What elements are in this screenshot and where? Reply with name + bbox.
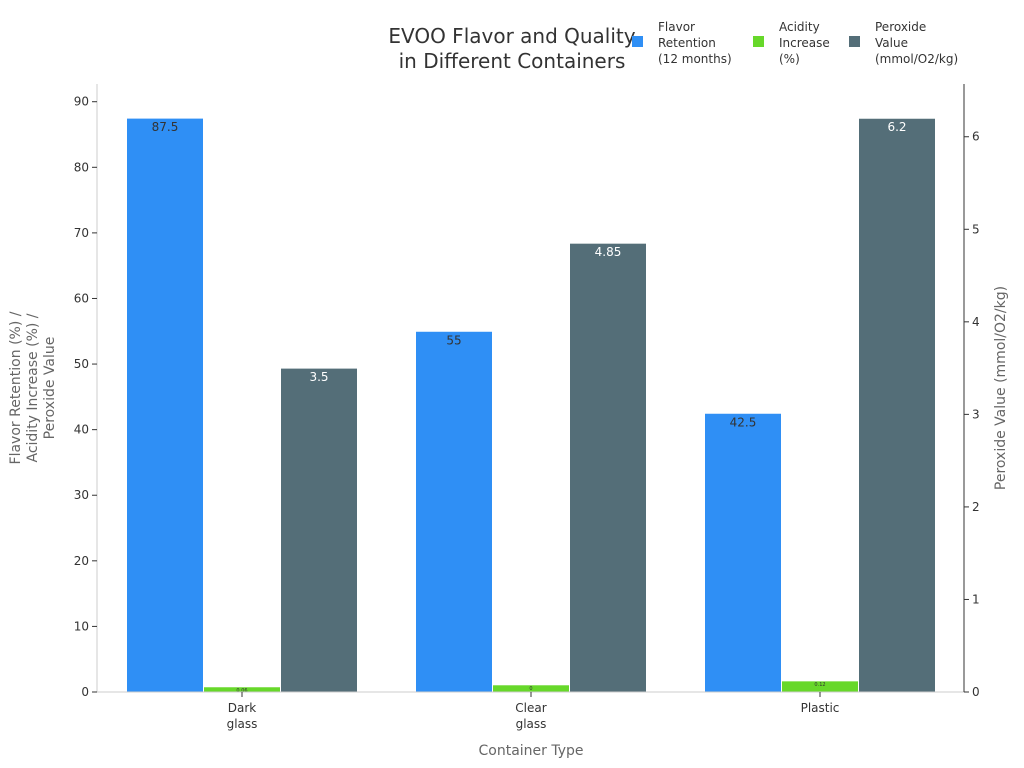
x-tick-label: glass bbox=[227, 717, 258, 731]
legend-swatch bbox=[753, 36, 764, 47]
legend-label: Retention bbox=[658, 36, 716, 50]
left-y-ticks: 0 10 20 30 40 50 60 70 80 90 bbox=[74, 95, 97, 699]
x-tick-label: Clear bbox=[515, 701, 546, 715]
legend: Flavor Retention (12 months) Acidity Increas… bbox=[632, 20, 958, 66]
x-tick-label: glass bbox=[516, 717, 547, 731]
left-y-tick-label: 30 bbox=[74, 488, 89, 502]
legend-label: (%) bbox=[779, 52, 800, 66]
x-axis-label: Container Type bbox=[478, 743, 583, 759]
bar-value-label: 87.5 bbox=[152, 120, 179, 134]
right-y-tick-label: 0 bbox=[972, 685, 980, 699]
chart-title-line-2: in Different Containers bbox=[399, 49, 626, 73]
left-y-tick-label: 20 bbox=[74, 554, 89, 568]
bar-value-label: 55 bbox=[446, 333, 461, 347]
right-y-tick-label: 2 bbox=[972, 500, 980, 514]
right-y-tick-label: 4 bbox=[972, 315, 980, 329]
bar bbox=[126, 117, 204, 693]
left-y-axis-label-line-2: Acidity Increase (%) / bbox=[25, 313, 41, 462]
right-y-axis-label: Peroxide Value (mmol/O2/kg) bbox=[993, 286, 1009, 490]
bar-value-label: 0.06 bbox=[236, 688, 247, 694]
right-y-tick-label: 3 bbox=[972, 407, 980, 421]
left-y-axis-label-line-1: Flavor Retention (%) / bbox=[8, 311, 24, 464]
left-y-tick-label: 0 bbox=[81, 685, 89, 699]
bars bbox=[126, 117, 936, 693]
legend-label: (12 months) bbox=[658, 52, 732, 66]
bar-value-label: 6.2 bbox=[887, 120, 906, 134]
legend-swatch bbox=[632, 36, 643, 47]
right-y-tick-label: 6 bbox=[972, 130, 980, 144]
bar-value-label: 0 bbox=[529, 686, 532, 692]
right-y-ticks: 0 1 2 3 4 5 6 bbox=[964, 130, 980, 699]
left-y-tick-label: 60 bbox=[74, 291, 89, 305]
legend-label: (mmol/O2/kg) bbox=[875, 52, 958, 66]
bar bbox=[704, 412, 782, 693]
bar-value-label: 42.5 bbox=[730, 415, 757, 429]
left-y-axis-label-line-3: Peroxide Value bbox=[42, 337, 58, 440]
bar-value-label: 0.12 bbox=[814, 682, 825, 688]
bar bbox=[569, 242, 647, 693]
legend-label: Peroxide bbox=[875, 20, 926, 34]
x-ticks: Dark glass Clear glass Plastic bbox=[227, 692, 840, 731]
legend-label: Value bbox=[875, 36, 908, 50]
chart-title-line-1: EVOO Flavor and Quality bbox=[388, 24, 635, 48]
legend-label: Increase bbox=[779, 36, 830, 50]
legend-swatch bbox=[849, 36, 860, 47]
left-y-tick-label: 50 bbox=[74, 357, 89, 371]
bar bbox=[415, 330, 493, 693]
x-tick-label: Plastic bbox=[801, 701, 840, 715]
left-y-tick-label: 10 bbox=[74, 619, 89, 633]
x-tick-label: Dark bbox=[228, 701, 257, 715]
axes bbox=[96, 84, 965, 693]
right-y-tick-label: 5 bbox=[972, 222, 980, 236]
left-y-tick-label: 70 bbox=[74, 226, 89, 240]
bar-value-label: 3.5 bbox=[309, 370, 328, 384]
left-y-tick-label: 80 bbox=[74, 160, 89, 174]
legend-label: Flavor bbox=[658, 20, 695, 34]
right-y-tick-label: 1 bbox=[972, 592, 980, 606]
bar-labels: 87.5 0.06 3.5 55 0 4.85 42.5 0.12 6.2 bbox=[152, 120, 907, 694]
bar bbox=[280, 367, 358, 693]
legend-label: Acidity bbox=[779, 20, 820, 34]
left-y-tick-label: 40 bbox=[74, 423, 89, 437]
left-y-axis-label: Flavor Retention (%) / Acidity Increase … bbox=[8, 311, 58, 464]
bar bbox=[858, 117, 936, 693]
left-y-tick-label: 90 bbox=[74, 95, 89, 109]
bar-value-label: 4.85 bbox=[595, 245, 622, 259]
chart-title: EVOO Flavor and Quality in Different Con… bbox=[388, 24, 635, 73]
